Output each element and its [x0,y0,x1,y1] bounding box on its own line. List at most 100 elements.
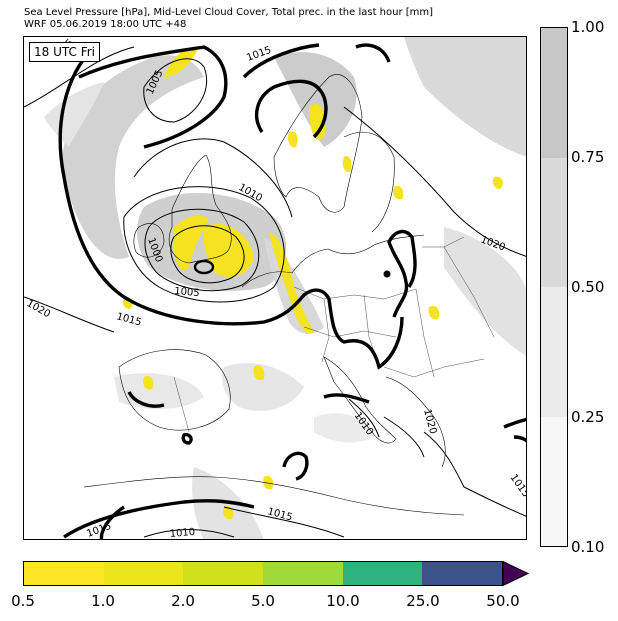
isobar-1015-africa [63,499,255,539]
precip-colorbar-extend-arrow [503,561,529,586]
cloud-cover-colorbar [540,27,568,547]
precip-colorbar-segment [24,562,104,585]
isobar [24,46,135,108]
precip-colorbar-segment [342,562,423,585]
precip-colorbar-segment [183,562,264,585]
isobar-label: 1015 [266,506,293,523]
isobar [348,398,380,438]
cloud-area [404,37,526,157]
precip-area [203,223,254,277]
precip-tick-label: 50.0 [486,592,520,610]
border-line [173,376,190,433]
precip-area [269,232,314,334]
isobar-1015-north [78,45,228,149]
precip-area [428,305,440,320]
precip-area [492,176,503,189]
precipitation-layer [122,46,503,520]
precip-area [164,46,199,77]
precip-colorbar-segment [422,562,503,585]
cloud-area [444,227,526,356]
precip-tick-label: 2.0 [171,592,195,610]
isobar-1015-se [503,417,526,429]
precip-area [287,131,298,148]
isobar [24,296,115,333]
cloud-area [222,363,304,411]
cloud-area [274,52,357,147]
cloud-tick-label: 0.50 [571,278,605,296]
isobars-thick [58,43,526,539]
isobar-1015-se2 [513,435,526,443]
isobar [423,431,526,517]
cloud-area [114,373,204,409]
isobars-thin [24,46,526,538]
isobar [144,208,260,292]
coastlines [83,74,465,516]
isobar [143,529,235,538]
isobar-label: 1015 [508,472,527,499]
cloud-tick-label: 0.75 [571,148,605,166]
precip-tick-label: 1.0 [91,592,115,610]
ireland-outline [133,223,165,258]
precip-area [309,103,326,141]
precip-area [342,156,352,173]
balkans-outline [385,376,446,468]
cloud-tick-label: 0.10 [571,538,605,556]
north-africa-coast-outline [83,476,465,516]
isobar-1015-med [323,393,370,404]
border-line [321,298,330,363]
precip-tick-label: 0.5 [11,592,35,610]
isobar-1015-east [387,229,417,318]
cloud-colorbar-segment [541,287,567,417]
baltic-coast-outline [343,131,395,233]
isobar [383,416,425,458]
cloud-tick-label: 1.00 [571,18,605,36]
isobar [133,138,293,218]
isobar-1015-baltic [254,79,328,139]
precip-area [223,505,234,520]
valid-time-label: 18 UTC Fri [29,42,100,62]
chart-title: Sea Level Pressure [hPa], Mid-Level Clou… [24,7,434,18]
precipitation-colorbar [23,561,503,586]
precip-area [143,375,154,390]
border-line [383,358,485,378]
iberia-outline [118,349,231,431]
low-centre-ring [193,259,215,275]
weather-map: 1005 1015 1010 1000 1005 1020 1015 1020 … [23,36,527,540]
isobar [123,186,285,303]
isobar-label: 1015 [115,311,142,328]
cloud-area [314,413,374,443]
border-line [415,288,435,378]
cloud-colorbar-segment [541,28,567,158]
map-canvas: 1005 1015 1010 1000 1005 1020 1015 1020 … [24,37,527,540]
isobar [170,225,245,284]
isobar-1015-bay [127,391,165,408]
isobar-label: 1010 [169,527,195,540]
pressure-dot [383,270,391,278]
scandinavia-outline [273,74,363,213]
border-line [303,326,397,338]
isobar-label: 1005 [174,286,200,299]
cloud-area [62,55,204,259]
precip-area [174,215,209,271]
low-centre-marker [193,259,391,278]
precip-colorbar-segment [263,562,343,585]
cloud-tick-label: 0.25 [571,408,605,426]
isobar [143,58,208,123]
isobar-1015 [58,45,404,370]
isobar-label: 1020 [25,298,53,320]
precip-area [263,475,274,490]
isobar-1015-closed [282,451,309,481]
cloud-colorbar-segment [541,157,567,287]
isobar [223,506,345,538]
precip-tick-label: 25.0 [406,592,440,610]
isobar-1015-scandinavia [242,43,320,79]
isobar-1015-small [181,432,193,445]
precip-area [393,185,404,200]
border-line [443,246,495,338]
italy-outline [323,356,397,444]
border-line [422,236,465,248]
precip-tick-label: 5.0 [251,592,275,610]
cloud-cover-layer [44,37,526,539]
precip-tick-label: 10.0 [326,592,360,610]
border-line [293,286,417,300]
